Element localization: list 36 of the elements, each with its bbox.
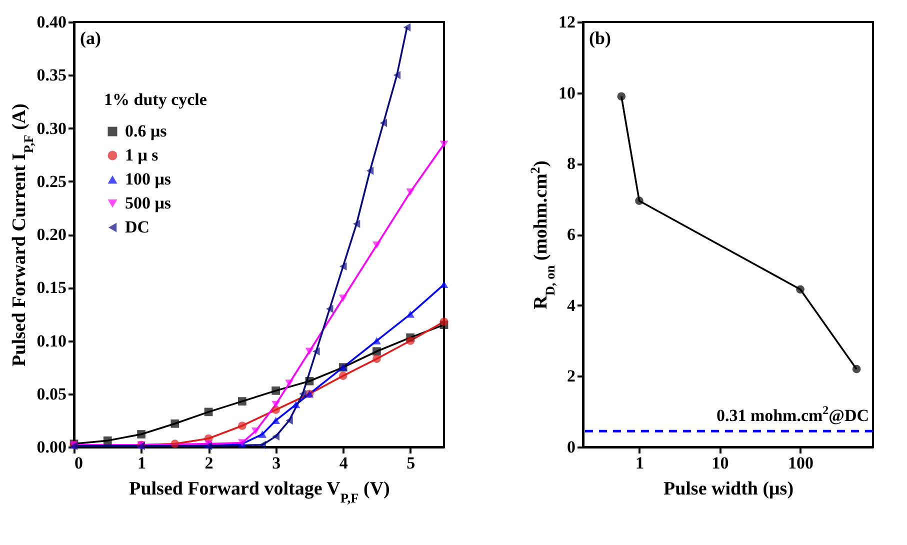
y-tick-label: 10 bbox=[558, 83, 576, 102]
x-tick-label: 3 bbox=[272, 454, 281, 472]
ref-line-label: 0.31 mohm.cm$^{2}$@DC bbox=[716, 403, 869, 426]
y-tick-label: 0 bbox=[567, 438, 576, 456]
y-tick-label: 0.20 bbox=[36, 225, 66, 244]
legend-label: 1 μ s bbox=[125, 146, 159, 164]
y-tick-label: 6 bbox=[567, 225, 576, 244]
annotation: (a) bbox=[80, 28, 101, 48]
legend-label: 500 μs bbox=[125, 194, 172, 212]
annotation: (b) bbox=[589, 28, 612, 48]
legend-label: DC bbox=[125, 218, 150, 236]
x-tick-label: 2 bbox=[204, 454, 214, 472]
legend-label: 0.6 μs bbox=[125, 122, 168, 140]
y-tick-label: 0.00 bbox=[36, 438, 66, 456]
y-tick-label: 0.25 bbox=[36, 172, 66, 191]
y-tick-label: 0.05 bbox=[36, 384, 66, 404]
y-tick-label: 0.15 bbox=[36, 278, 66, 298]
legend-title: 1% duty cycle bbox=[104, 90, 208, 109]
y-tick-label: 0.35 bbox=[36, 66, 66, 85]
legend-label: 100 μs bbox=[125, 170, 172, 188]
y-tick-label: 12 bbox=[558, 12, 576, 32]
y-tick-label: 2 bbox=[567, 366, 576, 386]
y-tick-label: 0.40 bbox=[36, 12, 66, 32]
x-tick-label: 0 bbox=[74, 454, 83, 472]
x-axis-title: Pulse width (μs) bbox=[663, 478, 794, 500]
x-tick-label: 5 bbox=[406, 454, 416, 472]
y-tick-label: 0.10 bbox=[36, 331, 66, 350]
x-tick-label: 100 bbox=[788, 454, 814, 472]
y-tick-label: 8 bbox=[567, 154, 576, 174]
x-tick-label: 1 bbox=[636, 454, 644, 472]
y-tick-label: 0.30 bbox=[36, 118, 66, 138]
y-tick-label: 4 bbox=[567, 296, 576, 315]
x-tick-label: 10 bbox=[712, 454, 729, 472]
x-axis-title: Pulsed Forward voltage V$_{P,F}$ (V) bbox=[129, 478, 390, 505]
x-tick-label: 4 bbox=[339, 454, 348, 472]
x-tick-label: 1 bbox=[138, 454, 146, 472]
